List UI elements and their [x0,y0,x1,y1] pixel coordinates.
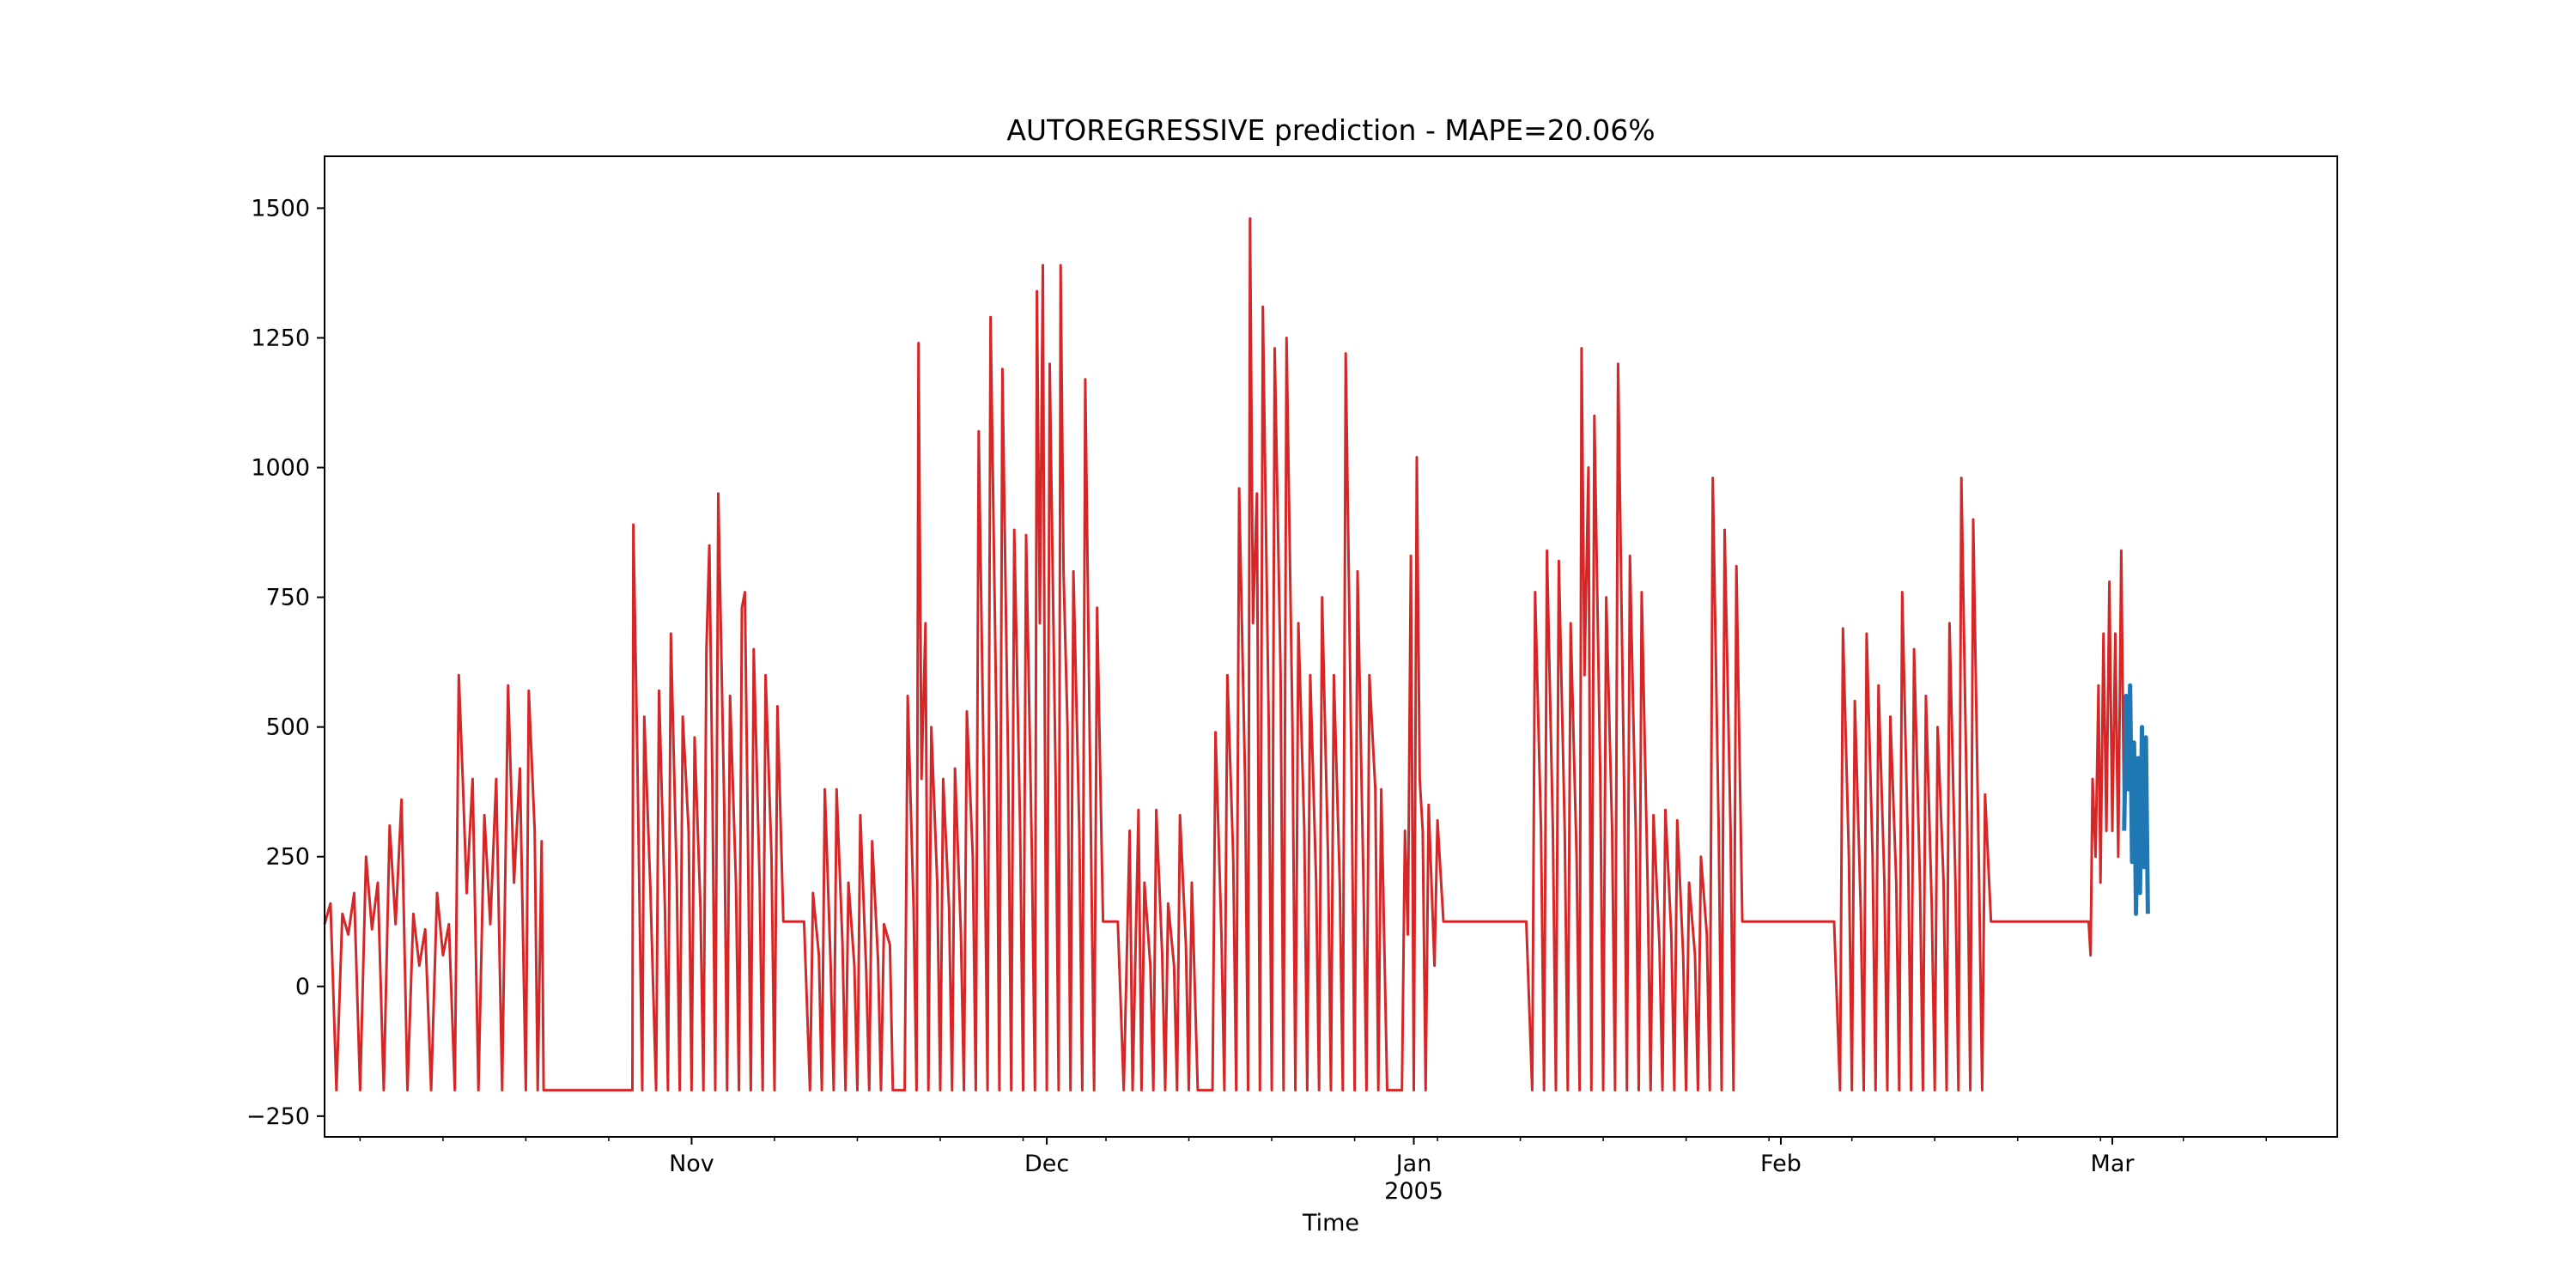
x-tick-label: Mar [2091,1151,2136,1177]
plot-frame [324,155,2338,1138]
y-tick-label: 1000 [251,455,310,482]
series-line-2 [2122,683,2150,916]
y-tick-label: −250 [246,1103,310,1130]
series-line-1 [323,217,2126,1092]
x-tick-sublabel: 2005 [1384,1178,1443,1205]
x-tick-label: Jan [1394,1151,1432,1177]
x-tick-label: Nov [669,1151,714,1177]
y-tick-label: 500 [265,714,310,741]
x-axis-label: Time [1302,1210,1359,1236]
y-tick-label: 250 [265,844,310,871]
y-tick-label: 750 [265,585,310,611]
y-axis: −250 0 250 500 750 1000 1250 1500 [246,195,325,1130]
y-tick-label: 0 [295,974,310,1000]
y-tick-label: 1250 [251,325,310,351]
chart-title: AUTOREGRESSIVE prediction - MAPE=20.06% [1006,113,1655,147]
x-tick-label: Dec [1024,1151,1069,1177]
x-tick-label: Feb [1760,1151,1801,1177]
y-tick-label: 1500 [251,195,310,222]
plot-area [323,217,2150,1092]
